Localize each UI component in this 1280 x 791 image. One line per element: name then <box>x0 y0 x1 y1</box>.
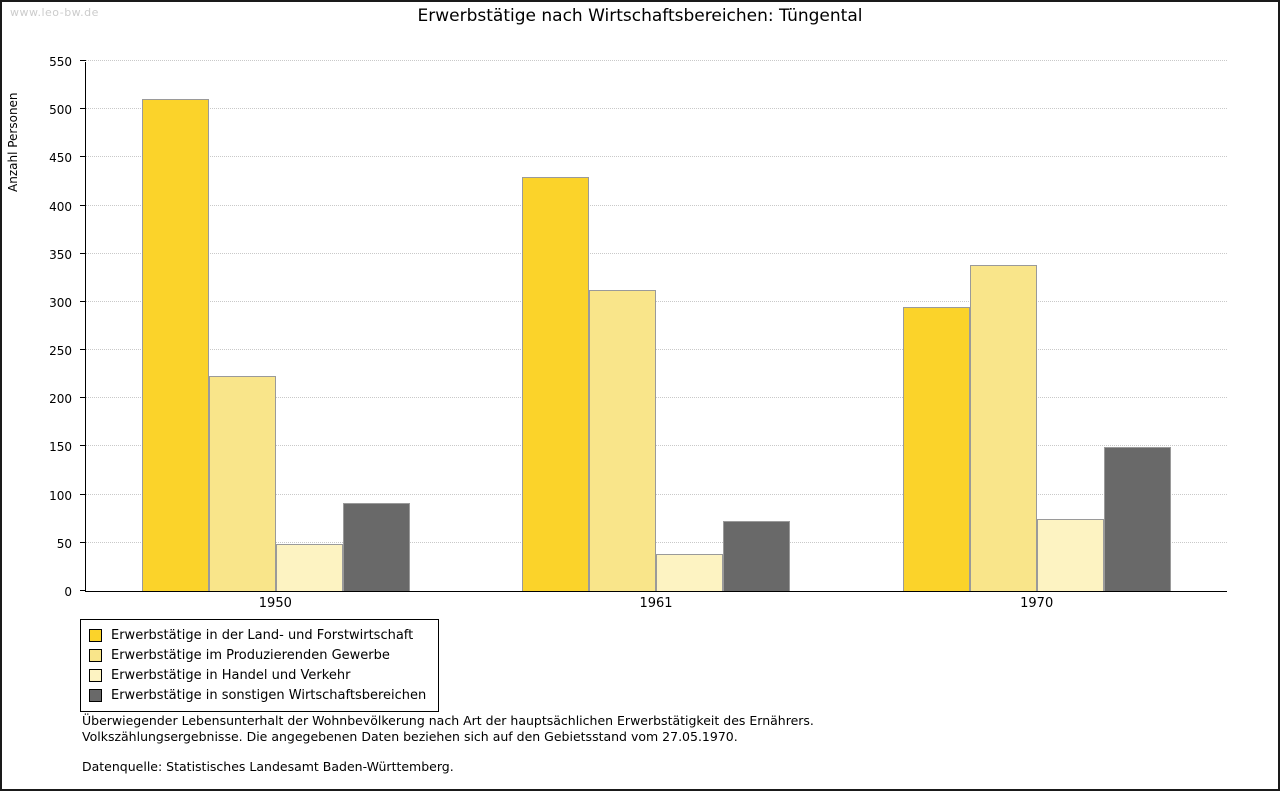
legend-item: Erwerbstätige im Produzierenden Gewerbe <box>89 645 426 665</box>
bar-groups <box>86 62 1227 591</box>
y-tick-mark <box>80 445 86 446</box>
bar-1950 <box>276 543 344 591</box>
gridline <box>86 60 1227 61</box>
y-tick-label: 350 <box>49 248 72 262</box>
y-tick-mark <box>80 108 86 109</box>
chart-title: Erwerbstätige nach Wirtschaftsbereichen:… <box>417 6 863 26</box>
y-tick-label: 150 <box>49 440 72 454</box>
gridline <box>86 445 1227 446</box>
y-tick-label: 250 <box>49 344 72 358</box>
bar-1970 <box>969 264 1037 591</box>
legend: Erwerbstätige in der Land- und Forstwirt… <box>80 619 440 712</box>
y-tick-label: 450 <box>49 151 72 165</box>
bar-1961 <box>522 177 590 591</box>
y-tick-mark <box>80 542 86 543</box>
y-tick-label: 200 <box>49 392 72 406</box>
y-tick-mark <box>80 349 86 350</box>
y-tick-labels: 0 50 100 150 200 250 300 350 400 450 500 550 <box>32 55 80 599</box>
x-tick-label: 1961 <box>639 596 673 611</box>
legend-item: Erwerbstätige in Handel und Verkehr <box>89 665 426 685</box>
y-tick-mark <box>80 253 86 254</box>
bar-1950 <box>142 98 210 591</box>
data-source: Datenquelle: Statistisches Landesamt Bad… <box>82 759 454 774</box>
bar-1961 <box>589 289 657 591</box>
footnote-line-2: Volkszählungsergebnisse. Die angegebenen… <box>82 729 738 744</box>
bar-group-1961 <box>466 62 846 591</box>
bar-1970 <box>902 307 970 591</box>
y-tick-label: 550 <box>49 55 72 69</box>
bar-1961 <box>723 520 791 591</box>
footnotes: Überwiegender Lebensunterhalt der Wohnbe… <box>82 713 814 775</box>
legend-item: Erwerbstätige in der Land- und Forstwirt… <box>89 625 426 645</box>
y-tick-label: 300 <box>49 296 72 310</box>
y-tick-mark <box>80 301 86 302</box>
legend-swatch-produzierendes-gewerbe <box>89 648 102 662</box>
x-axis-labels: 1950 1961 1970 <box>85 596 1227 611</box>
gridline <box>86 253 1227 254</box>
legend-swatch-sonstige-wirtschaftsbereiche <box>89 688 102 702</box>
y-tick-label: 50 <box>56 537 72 551</box>
y-tick-mark <box>80 156 86 157</box>
legend-swatch-handel-verkehr <box>89 668 102 682</box>
legend-item: Erwerbstätige in sonstigen Wirtschaftsbe… <box>89 685 426 705</box>
site-watermark: www.leo-bw.de <box>10 6 99 19</box>
gridline <box>86 542 1227 543</box>
y-tick-label: 100 <box>49 489 72 503</box>
y-tick-mark <box>80 60 86 61</box>
gridline <box>86 205 1227 206</box>
gridline <box>86 397 1227 398</box>
bar-1950 <box>343 502 411 591</box>
gridline <box>86 108 1227 109</box>
legend-label: Erwerbstätige im Produzierenden Gewerbe <box>111 647 390 663</box>
bar-1970 <box>1036 518 1104 591</box>
bar-1961 <box>656 554 724 591</box>
bar-1970 <box>1103 446 1171 591</box>
y-tick-mark <box>80 590 86 591</box>
gridline <box>86 349 1227 350</box>
x-tick-label: 1950 <box>258 596 292 611</box>
plot-area <box>80 60 1227 592</box>
legend-label: Erwerbstätige in Handel und Verkehr <box>111 667 351 683</box>
x-tick-label: 1970 <box>1020 596 1054 611</box>
footnote-line-1: Überwiegender Lebensunterhalt der Wohnbe… <box>82 713 814 728</box>
legend-swatch-land-forstwirtschaft <box>89 628 102 642</box>
bar-group-1950 <box>86 62 466 591</box>
legend-label: Erwerbstätige in sonstigen Wirtschaftsbe… <box>111 687 427 703</box>
bar-group-1970 <box>847 62 1227 591</box>
bar-1950 <box>209 375 277 591</box>
y-tick-mark <box>80 494 86 495</box>
y-tick-mark <box>80 205 86 206</box>
gridline <box>86 156 1227 157</box>
y-axis-label: Anzahl Personen <box>6 92 20 192</box>
y-tick-label: 0 <box>64 585 72 599</box>
y-tick-label: 400 <box>49 200 72 214</box>
gridline <box>86 301 1227 302</box>
y-tick-mark <box>80 397 86 398</box>
legend-label: Erwerbstätige in der Land- und Forstwirt… <box>111 627 414 643</box>
y-tick-label: 500 <box>49 103 72 117</box>
gridline <box>86 494 1227 495</box>
